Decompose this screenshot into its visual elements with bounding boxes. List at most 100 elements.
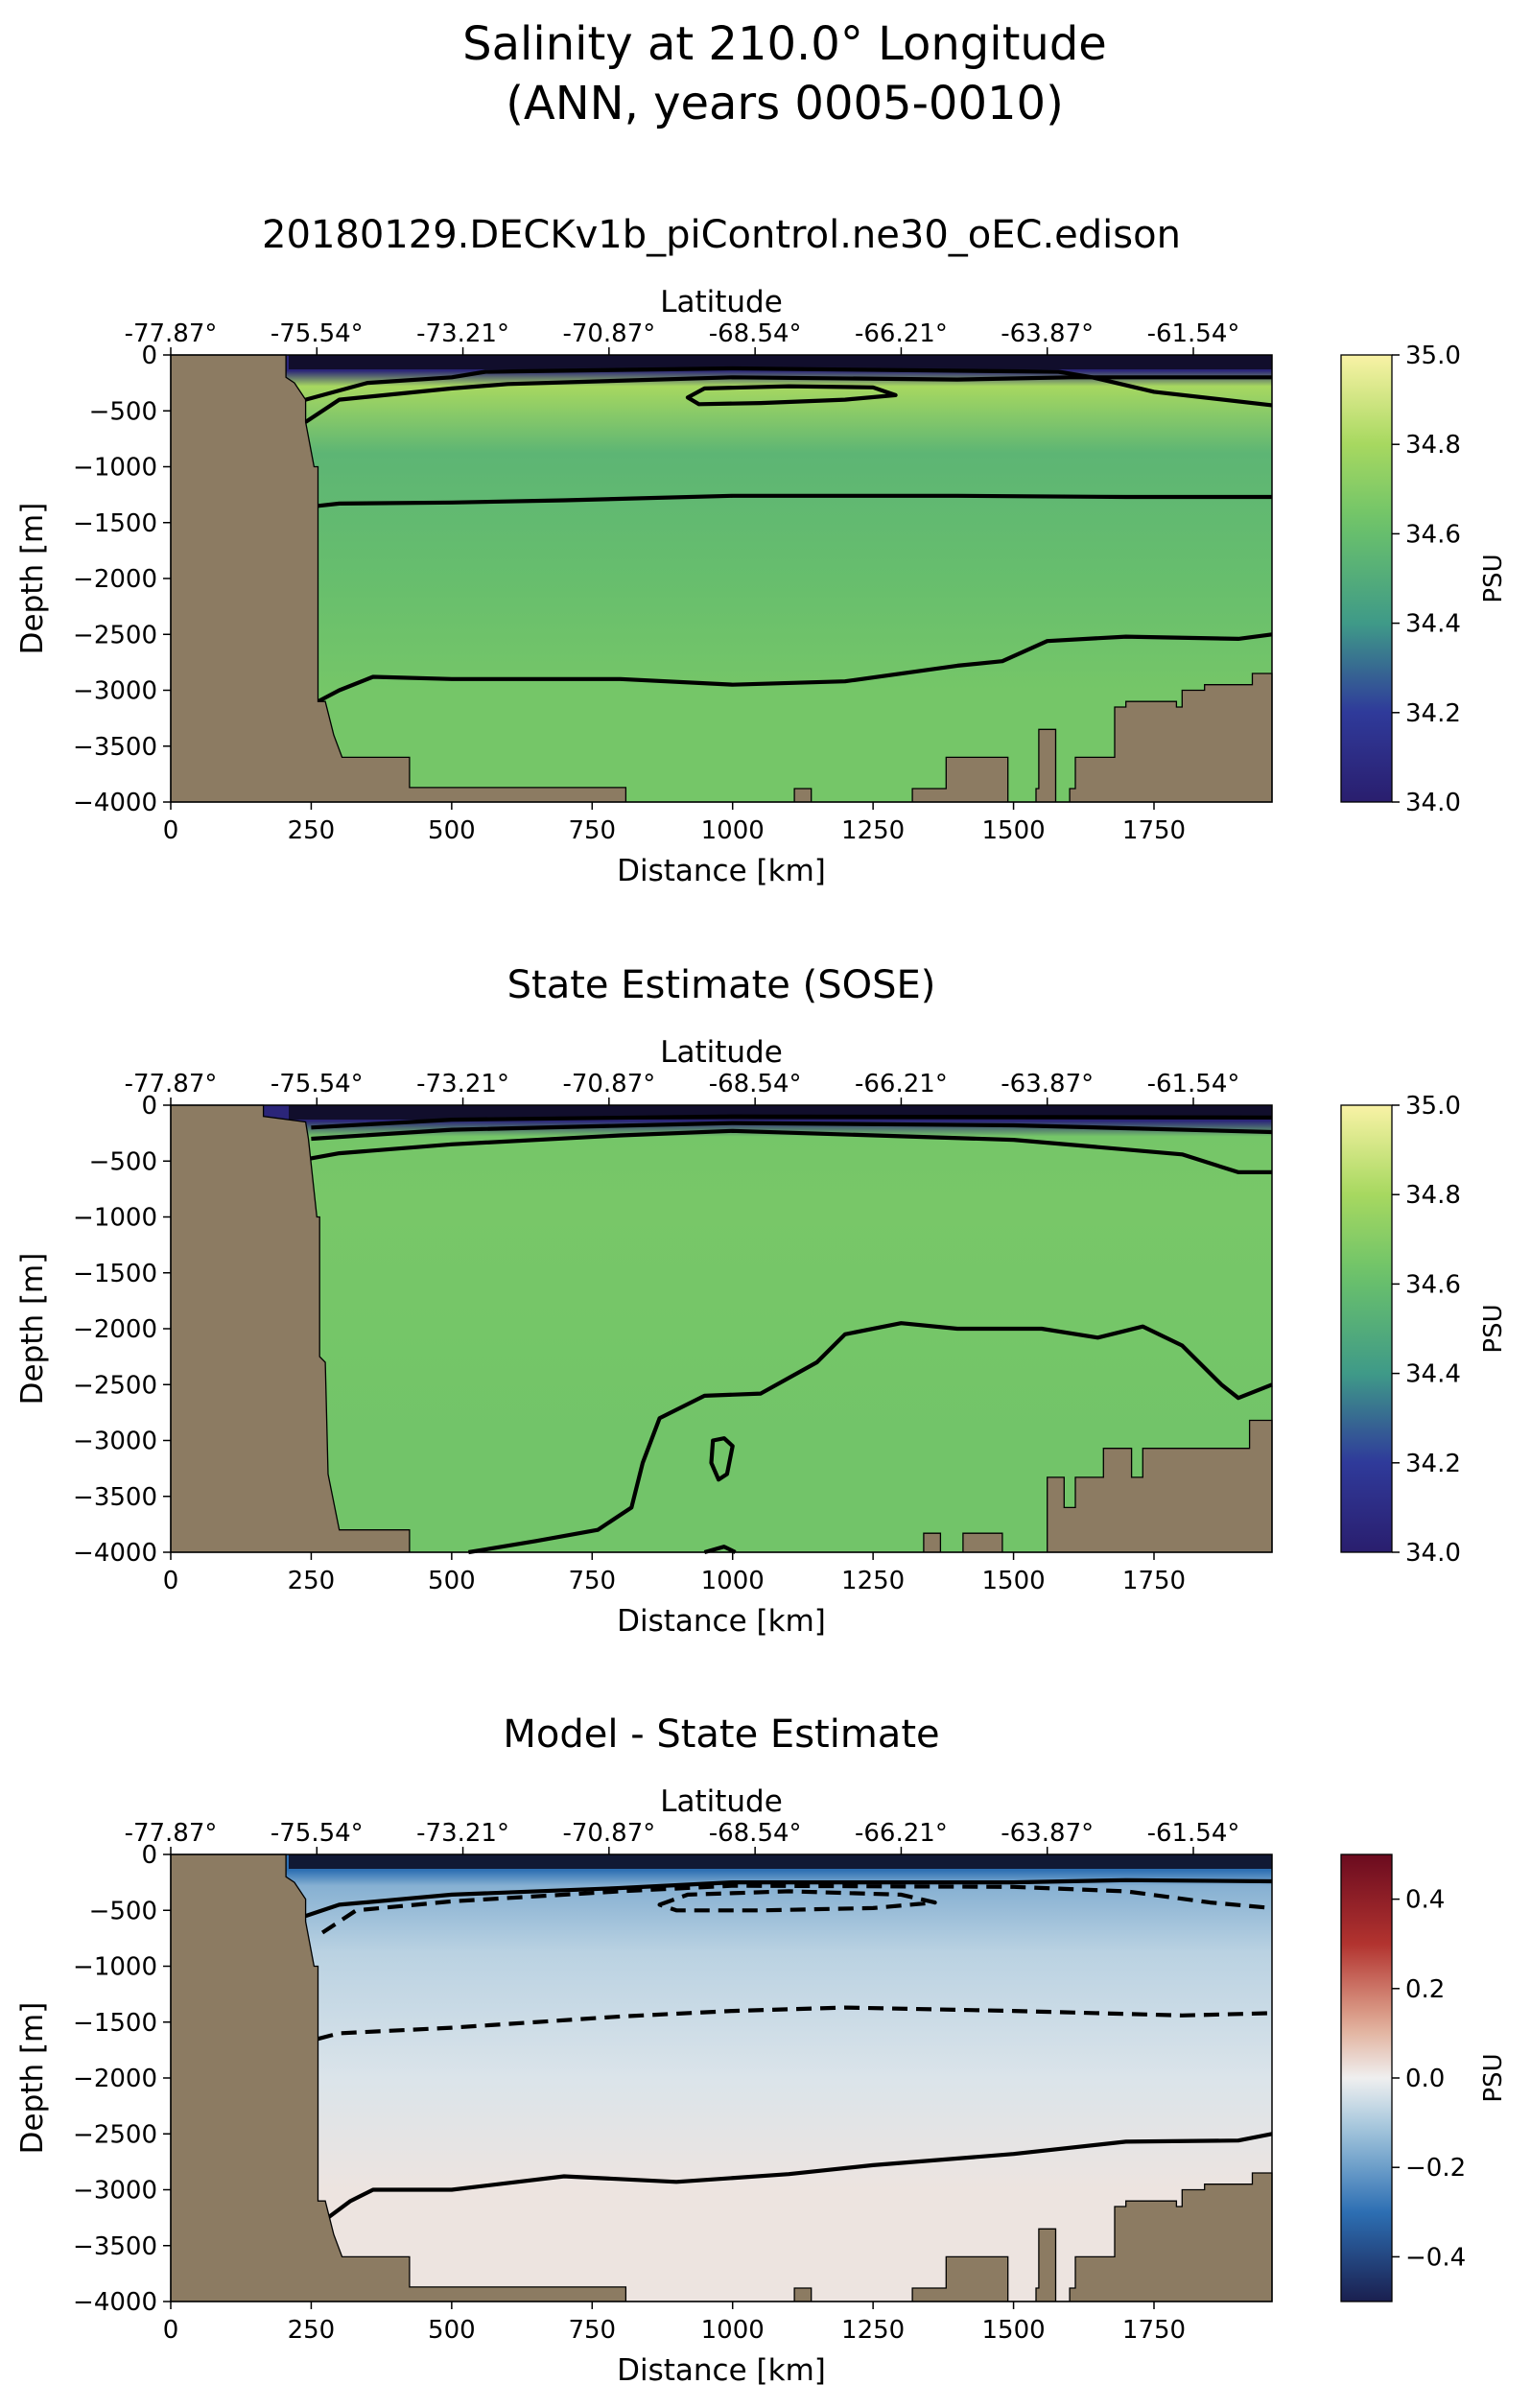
y-tick-label: −3500 <box>73 2232 157 2261</box>
x-tick-label: 1500 <box>981 816 1045 845</box>
latitude-tick-label: -77.87° <box>125 319 218 348</box>
bathymetry <box>170 1104 1273 1553</box>
colorbar-tick-label: −0.4 <box>1405 2243 1466 2272</box>
surface-layer <box>289 1854 1272 1869</box>
x-tick-label: 1000 <box>701 1567 765 1595</box>
latitude-tick-label: -70.87° <box>562 1819 655 1848</box>
panel-1: 20180129.DECKv1b_piControl.ne30_oEC.edis… <box>15 213 1508 888</box>
latitude-tick-label: -66.21° <box>855 1819 948 1848</box>
latitude-tick-label: -61.54° <box>1147 1819 1240 1848</box>
contour-line <box>318 493 1272 508</box>
panel-title: State Estimate (SOSE) <box>507 963 936 1007</box>
colorbar-tick-label: 0.2 <box>1405 1975 1445 2004</box>
y-tick-label: −1000 <box>73 1953 157 1982</box>
y-tick-label: −3500 <box>73 733 157 762</box>
colorbar-tick-label: 34.8 <box>1405 1181 1461 1210</box>
y-tick-label: −500 <box>89 1147 157 1176</box>
latitude-tick-label: -70.87° <box>562 1070 655 1098</box>
contour-line <box>317 2005 1273 2042</box>
y-tick-label: −4000 <box>73 789 157 817</box>
colorbar <box>1340 1104 1393 1553</box>
x-tick-label: 0 <box>163 816 179 845</box>
x-tick-label: 0 <box>163 1567 179 1595</box>
y-tick-label: −4000 <box>73 1539 157 1568</box>
latitude-tick-label: -77.87° <box>125 1819 218 1848</box>
x-axis-label: Distance [km] <box>617 854 826 888</box>
y-tick-label: −500 <box>89 397 157 426</box>
y-tick-label: −2000 <box>73 2065 157 2093</box>
panel-3: Model - State Estimate Latitude 0 250 500 750… <box>15 1712 1508 2388</box>
colorbar-label: PSU <box>1479 554 1508 602</box>
x-tick-label: 250 <box>288 816 336 845</box>
salinity-field <box>171 355 1272 802</box>
latitude-tick-label: -75.54° <box>271 1819 364 1848</box>
colorbar-tick-label: 35.0 <box>1405 1092 1461 1121</box>
x-tick-label: 500 <box>428 816 476 845</box>
latitude-tick-label: -66.21° <box>855 319 948 348</box>
figure-title-line1: Salinity at 210.0° Longitude <box>462 17 1107 71</box>
colorbar-tick-label: 34.4 <box>1405 610 1461 639</box>
panels: 20180129.DECKv1b_piControl.ne30_oEC.edis… <box>15 213 1508 2388</box>
colorbar-tick-label: −0.2 <box>1405 2154 1466 2183</box>
colorbar-label: PSU <box>1479 2053 1508 2102</box>
latitude-tick-label: -70.87° <box>562 319 655 348</box>
x-tick-label: 500 <box>428 1567 476 1595</box>
colorbar-tick-label: 34.2 <box>1405 699 1461 728</box>
y-tick-label: −2000 <box>73 1315 157 1344</box>
y-tick-label: 0 <box>141 1092 157 1121</box>
latitude-tick-label: -68.54° <box>709 319 802 348</box>
latitude-axis-label: Latitude <box>660 285 783 319</box>
x-tick-label: 250 <box>288 1567 336 1595</box>
x-tick-label: 250 <box>288 2316 336 2345</box>
latitude-tick-label: -73.21° <box>416 1819 509 1848</box>
x-tick-label: 1000 <box>701 816 765 845</box>
latitude-tick-label: -66.21° <box>855 1070 948 1098</box>
x-tick-label: 500 <box>428 2316 476 2345</box>
colorbar-tick-label: 34.4 <box>1405 1360 1461 1389</box>
latitude-tick-label: -63.87° <box>1001 319 1094 348</box>
y-tick-label: −3500 <box>73 1483 157 1512</box>
y-tick-label: −3000 <box>73 1428 157 1456</box>
latitude-tick-label: -75.54° <box>271 1070 364 1098</box>
contour-line <box>468 1321 1273 1555</box>
y-tick-label: −2500 <box>73 1371 157 1400</box>
colorbar <box>1340 1853 1393 2302</box>
x-tick-label: 1750 <box>1122 1567 1186 1595</box>
contour-line <box>311 1121 1273 1142</box>
latitude-tick-label: -75.54° <box>271 319 364 348</box>
contour-line <box>304 375 1272 424</box>
latitude-tick-label: -73.21° <box>416 319 509 348</box>
latitude-tick-label: -61.54° <box>1147 1070 1240 1098</box>
contour-line <box>685 384 898 407</box>
x-tick-label: 1250 <box>841 816 905 845</box>
y-tick-label: −2000 <box>73 565 157 594</box>
contour-line <box>657 1889 937 1913</box>
x-axis-label: Distance [km] <box>617 2353 826 2388</box>
latitude-tick-label: -68.54° <box>709 1819 802 1848</box>
contour-line <box>703 1545 737 1555</box>
latitude-tick-label: -61.54° <box>1147 319 1240 348</box>
salinity-field <box>171 1854 1272 2302</box>
y-tick-label: −500 <box>89 1897 157 1925</box>
y-tick-label: −1000 <box>73 1204 157 1233</box>
latitude-axis-label: Latitude <box>660 1035 783 1070</box>
surface-layer <box>289 355 1272 369</box>
y-tick-label: −1500 <box>73 509 157 538</box>
y-axis-label: Depth [m] <box>15 2002 50 2155</box>
contour-line <box>304 1877 1273 1919</box>
y-tick-label: −2500 <box>73 621 157 649</box>
x-tick-label: 1250 <box>841 2316 905 2345</box>
contour-line <box>709 1436 735 1482</box>
y-tick-label: −1500 <box>73 2009 157 2038</box>
x-tick-label: 1500 <box>981 2316 1045 2345</box>
x-tick-label: 1750 <box>1122 816 1186 845</box>
latitude-tick-label: -63.87° <box>1001 1070 1094 1098</box>
y-tick-label: 0 <box>141 1841 157 1870</box>
colorbar-label: PSU <box>1479 1304 1508 1353</box>
colorbar-tick-label: 0.0 <box>1405 2065 1445 2093</box>
colorbar-tick-label: 34.6 <box>1405 520 1461 549</box>
colorbar-tick-label: 0.4 <box>1405 1886 1445 1915</box>
y-tick-label: −1500 <box>73 1260 157 1288</box>
panel-2: State Estimate (SOSE) Latitude 0 250 500 750 1… <box>15 963 1508 1639</box>
